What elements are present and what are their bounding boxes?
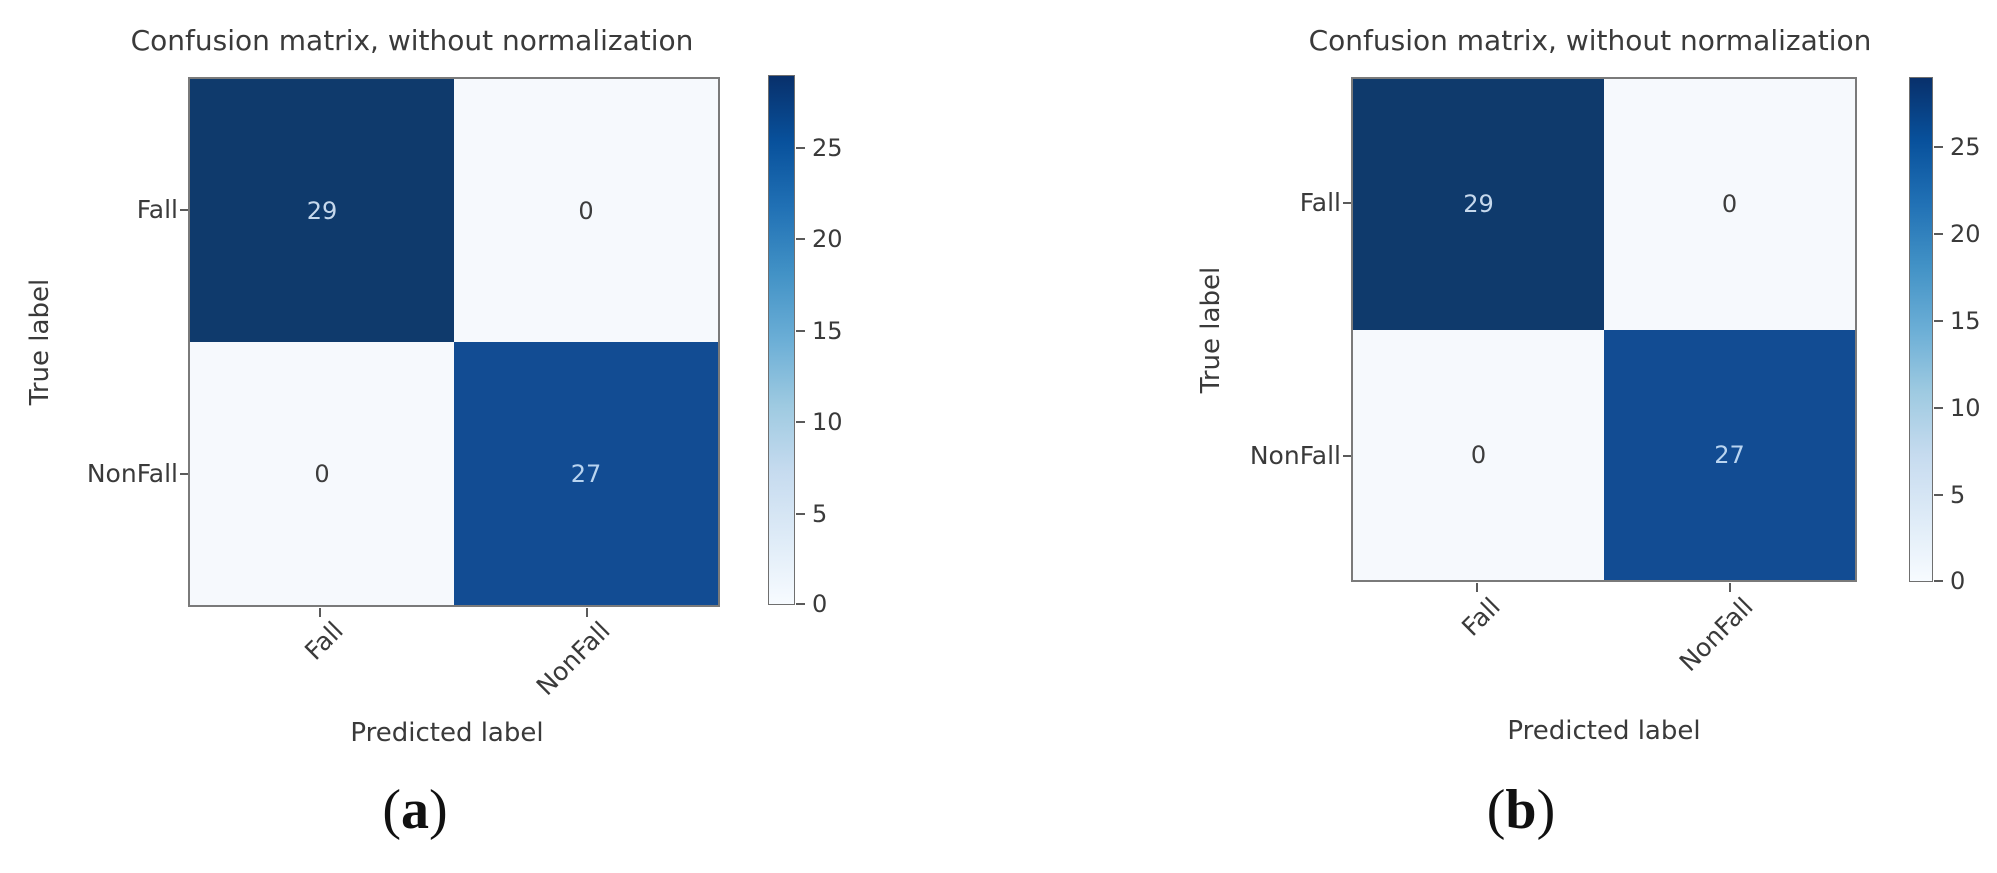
colorbar-tick-label: 10 — [812, 408, 843, 436]
heatmap-cell-a-00: 29 — [190, 79, 454, 342]
confusion-matrix-a: 29 0 0 27 — [188, 77, 720, 607]
colorbar-tick-label: 15 — [1950, 307, 1981, 335]
colorbar-tick-label: 10 — [1950, 394, 1981, 422]
heatmap-cell-a-10: 0 — [190, 342, 454, 605]
colorbar-tick-mark — [1934, 233, 1943, 235]
x-tick-label-fall-a: Fall — [298, 616, 349, 666]
caption-paren: ) — [1536, 779, 1556, 841]
heatmap-cell-b-11: 27 — [1604, 329, 1855, 580]
heatmap-cell-b-00: 29 — [1353, 79, 1604, 330]
heatmap-cell-a-11: 27 — [454, 342, 718, 605]
colorbar-tick-mark — [796, 147, 805, 149]
colorbar-tick-label: 20 — [812, 225, 843, 253]
caption-paren: ( — [1486, 779, 1506, 841]
colorbar-tick-label: 5 — [812, 500, 828, 528]
x-tick-label-fall-b: Fall — [1455, 592, 1506, 642]
colorbar-tick-mark — [796, 330, 805, 332]
y-tick-mark — [180, 209, 189, 211]
y-tick-label-fall-b: Fall — [1299, 188, 1341, 217]
chart-title-b: Confusion matrix, without normalization — [1308, 24, 1872, 57]
colorbar-tick-label: 0 — [812, 590, 828, 618]
x-tick-label-nonfall-a: NonFall — [530, 616, 616, 701]
caption-paren: ) — [429, 779, 448, 841]
caption-a: (a) — [315, 778, 515, 842]
heatmap-cell-b-10: 0 — [1353, 329, 1604, 580]
x-tick-mark — [1476, 583, 1478, 592]
confusion-matrix-b: 29 0 0 27 — [1351, 77, 1857, 582]
cell-value: 27 — [570, 459, 602, 488]
y-axis-label-b: True label — [1196, 266, 1226, 394]
colorbar-tick-label: 25 — [1950, 133, 1981, 161]
y-tick-label-nonfall-a: NonFall — [86, 459, 178, 488]
caption-letter: a — [401, 779, 429, 841]
cell-value: 0 — [1470, 440, 1487, 469]
colorbar-tick-mark — [1934, 320, 1943, 322]
colorbar-tick-label: 5 — [1950, 481, 1966, 509]
caption-b: (b) — [1421, 778, 1621, 842]
heatmap-cell-b-01: 0 — [1604, 79, 1855, 330]
x-tick-mark — [1729, 583, 1731, 592]
colorbar-tick-mark — [796, 603, 805, 605]
y-tick-mark — [180, 473, 189, 475]
colorbar-tick-mark — [1934, 407, 1943, 409]
x-tick-label-nonfall-b: NonFall — [1673, 592, 1759, 677]
y-tick-label-nonfall-b: NonFall — [1249, 441, 1341, 470]
colorbar-tick-mark — [796, 238, 805, 240]
colorbar-tick-label: 0 — [1950, 567, 1966, 595]
x-axis-label-a: Predicted label — [350, 718, 544, 748]
caption-letter: b — [1505, 779, 1537, 841]
heatmap-cell-a-01: 0 — [454, 79, 718, 342]
cell-value: 0 — [1721, 190, 1738, 219]
chart-title-a: Confusion matrix, without normalization — [130, 24, 694, 57]
cell-value: 0 — [314, 459, 330, 488]
caption-paren: ( — [382, 779, 401, 841]
colorbar-tick-mark — [796, 513, 805, 515]
x-tick-mark — [586, 608, 588, 617]
y-tick-label-fall-a: Fall — [136, 195, 178, 224]
cell-value: 29 — [1463, 190, 1494, 219]
colorbar-tick-label: 25 — [812, 134, 843, 162]
colorbar-b — [1909, 77, 1933, 582]
colorbar-tick-label: 15 — [812, 317, 843, 345]
y-tick-mark — [1343, 455, 1352, 457]
colorbar-tick-mark — [1934, 146, 1943, 148]
y-tick-mark — [1343, 202, 1352, 204]
colorbar-tick-label: 20 — [1950, 220, 1981, 248]
colorbar-tick-mark — [1934, 580, 1943, 582]
colorbar-a — [768, 75, 795, 605]
cell-value: 29 — [306, 196, 338, 225]
y-axis-label-a: True label — [25, 278, 55, 406]
cell-value: 27 — [1714, 440, 1745, 469]
cell-value: 0 — [578, 196, 594, 225]
colorbar-tick-mark — [796, 421, 805, 423]
x-tick-mark — [319, 608, 321, 617]
x-axis-label-b: Predicted label — [1507, 716, 1701, 746]
colorbar-tick-mark — [1934, 494, 1943, 496]
